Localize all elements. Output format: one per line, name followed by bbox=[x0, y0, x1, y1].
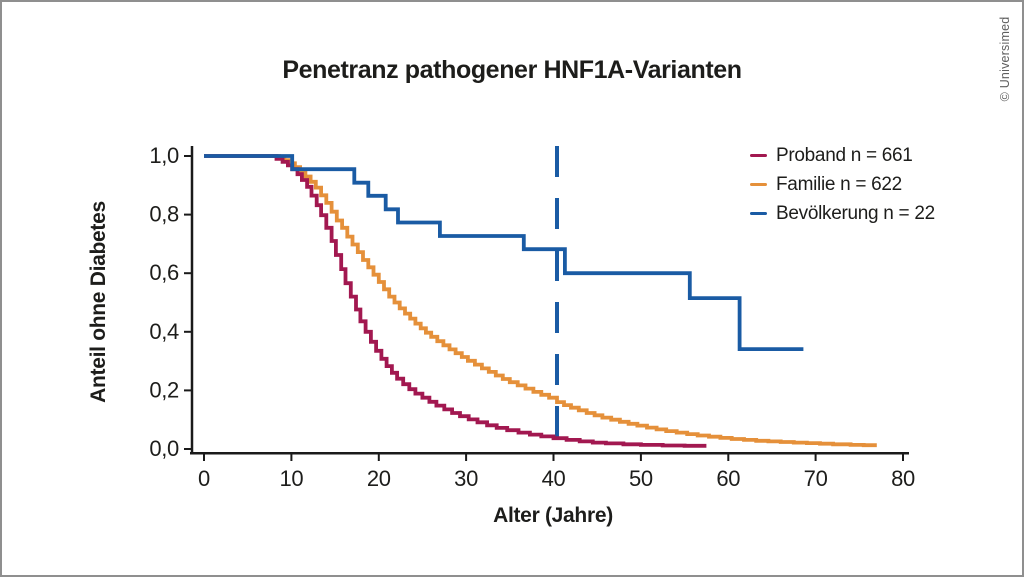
curve-familie bbox=[204, 154, 877, 448]
legend: Proband n = 661 Familie n = 622 Bevölker… bbox=[750, 141, 935, 228]
x-tick-label: 20 bbox=[367, 466, 391, 491]
y-tick-label: 0,4 bbox=[149, 319, 179, 344]
x-tick-label: 60 bbox=[716, 466, 740, 491]
y-tick-label: 0,2 bbox=[149, 377, 179, 402]
legend-swatch-bevoelkerung bbox=[750, 211, 767, 216]
curve-bevoelkerung bbox=[204, 154, 804, 351]
y-tick-label: 0,0 bbox=[149, 436, 179, 461]
legend-swatch-proband bbox=[750, 153, 767, 158]
x-tick-label: 70 bbox=[804, 466, 828, 491]
legend-item-bevoelkerung: Bevölkerung n = 22 bbox=[750, 199, 935, 228]
chart-title: Penetranz pathogener HNF1A-Varianten bbox=[282, 56, 742, 84]
y-axis-label: Anteil ohne Diabetes bbox=[87, 201, 110, 403]
x-tick-label: 0 bbox=[198, 466, 210, 491]
legend-label-familie: Familie n = 622 bbox=[776, 173, 902, 195]
legend-label-proband: Proband n = 661 bbox=[776, 144, 913, 166]
legend-swatch-familie bbox=[750, 182, 767, 187]
legend-label-bevoelkerung: Bevölkerung n = 22 bbox=[776, 202, 935, 224]
x-axis-label: Alter (Jahre) bbox=[493, 504, 613, 527]
x-tick-label: 50 bbox=[629, 466, 653, 491]
y-tick-label: 1,0 bbox=[149, 143, 179, 168]
copyright-note: © Universimed bbox=[998, 16, 1012, 102]
x-tick-label: 40 bbox=[542, 466, 566, 491]
curve-proband bbox=[204, 154, 707, 448]
y-tick-label: 0,8 bbox=[149, 202, 179, 227]
x-tick-label: 30 bbox=[454, 466, 478, 491]
x-tick-label: 80 bbox=[891, 466, 915, 491]
legend-item-familie: Familie n = 622 bbox=[750, 170, 935, 199]
x-tick-label: 10 bbox=[279, 466, 303, 491]
y-tick-label: 0,6 bbox=[149, 260, 179, 285]
legend-item-proband: Proband n = 661 bbox=[750, 141, 935, 170]
